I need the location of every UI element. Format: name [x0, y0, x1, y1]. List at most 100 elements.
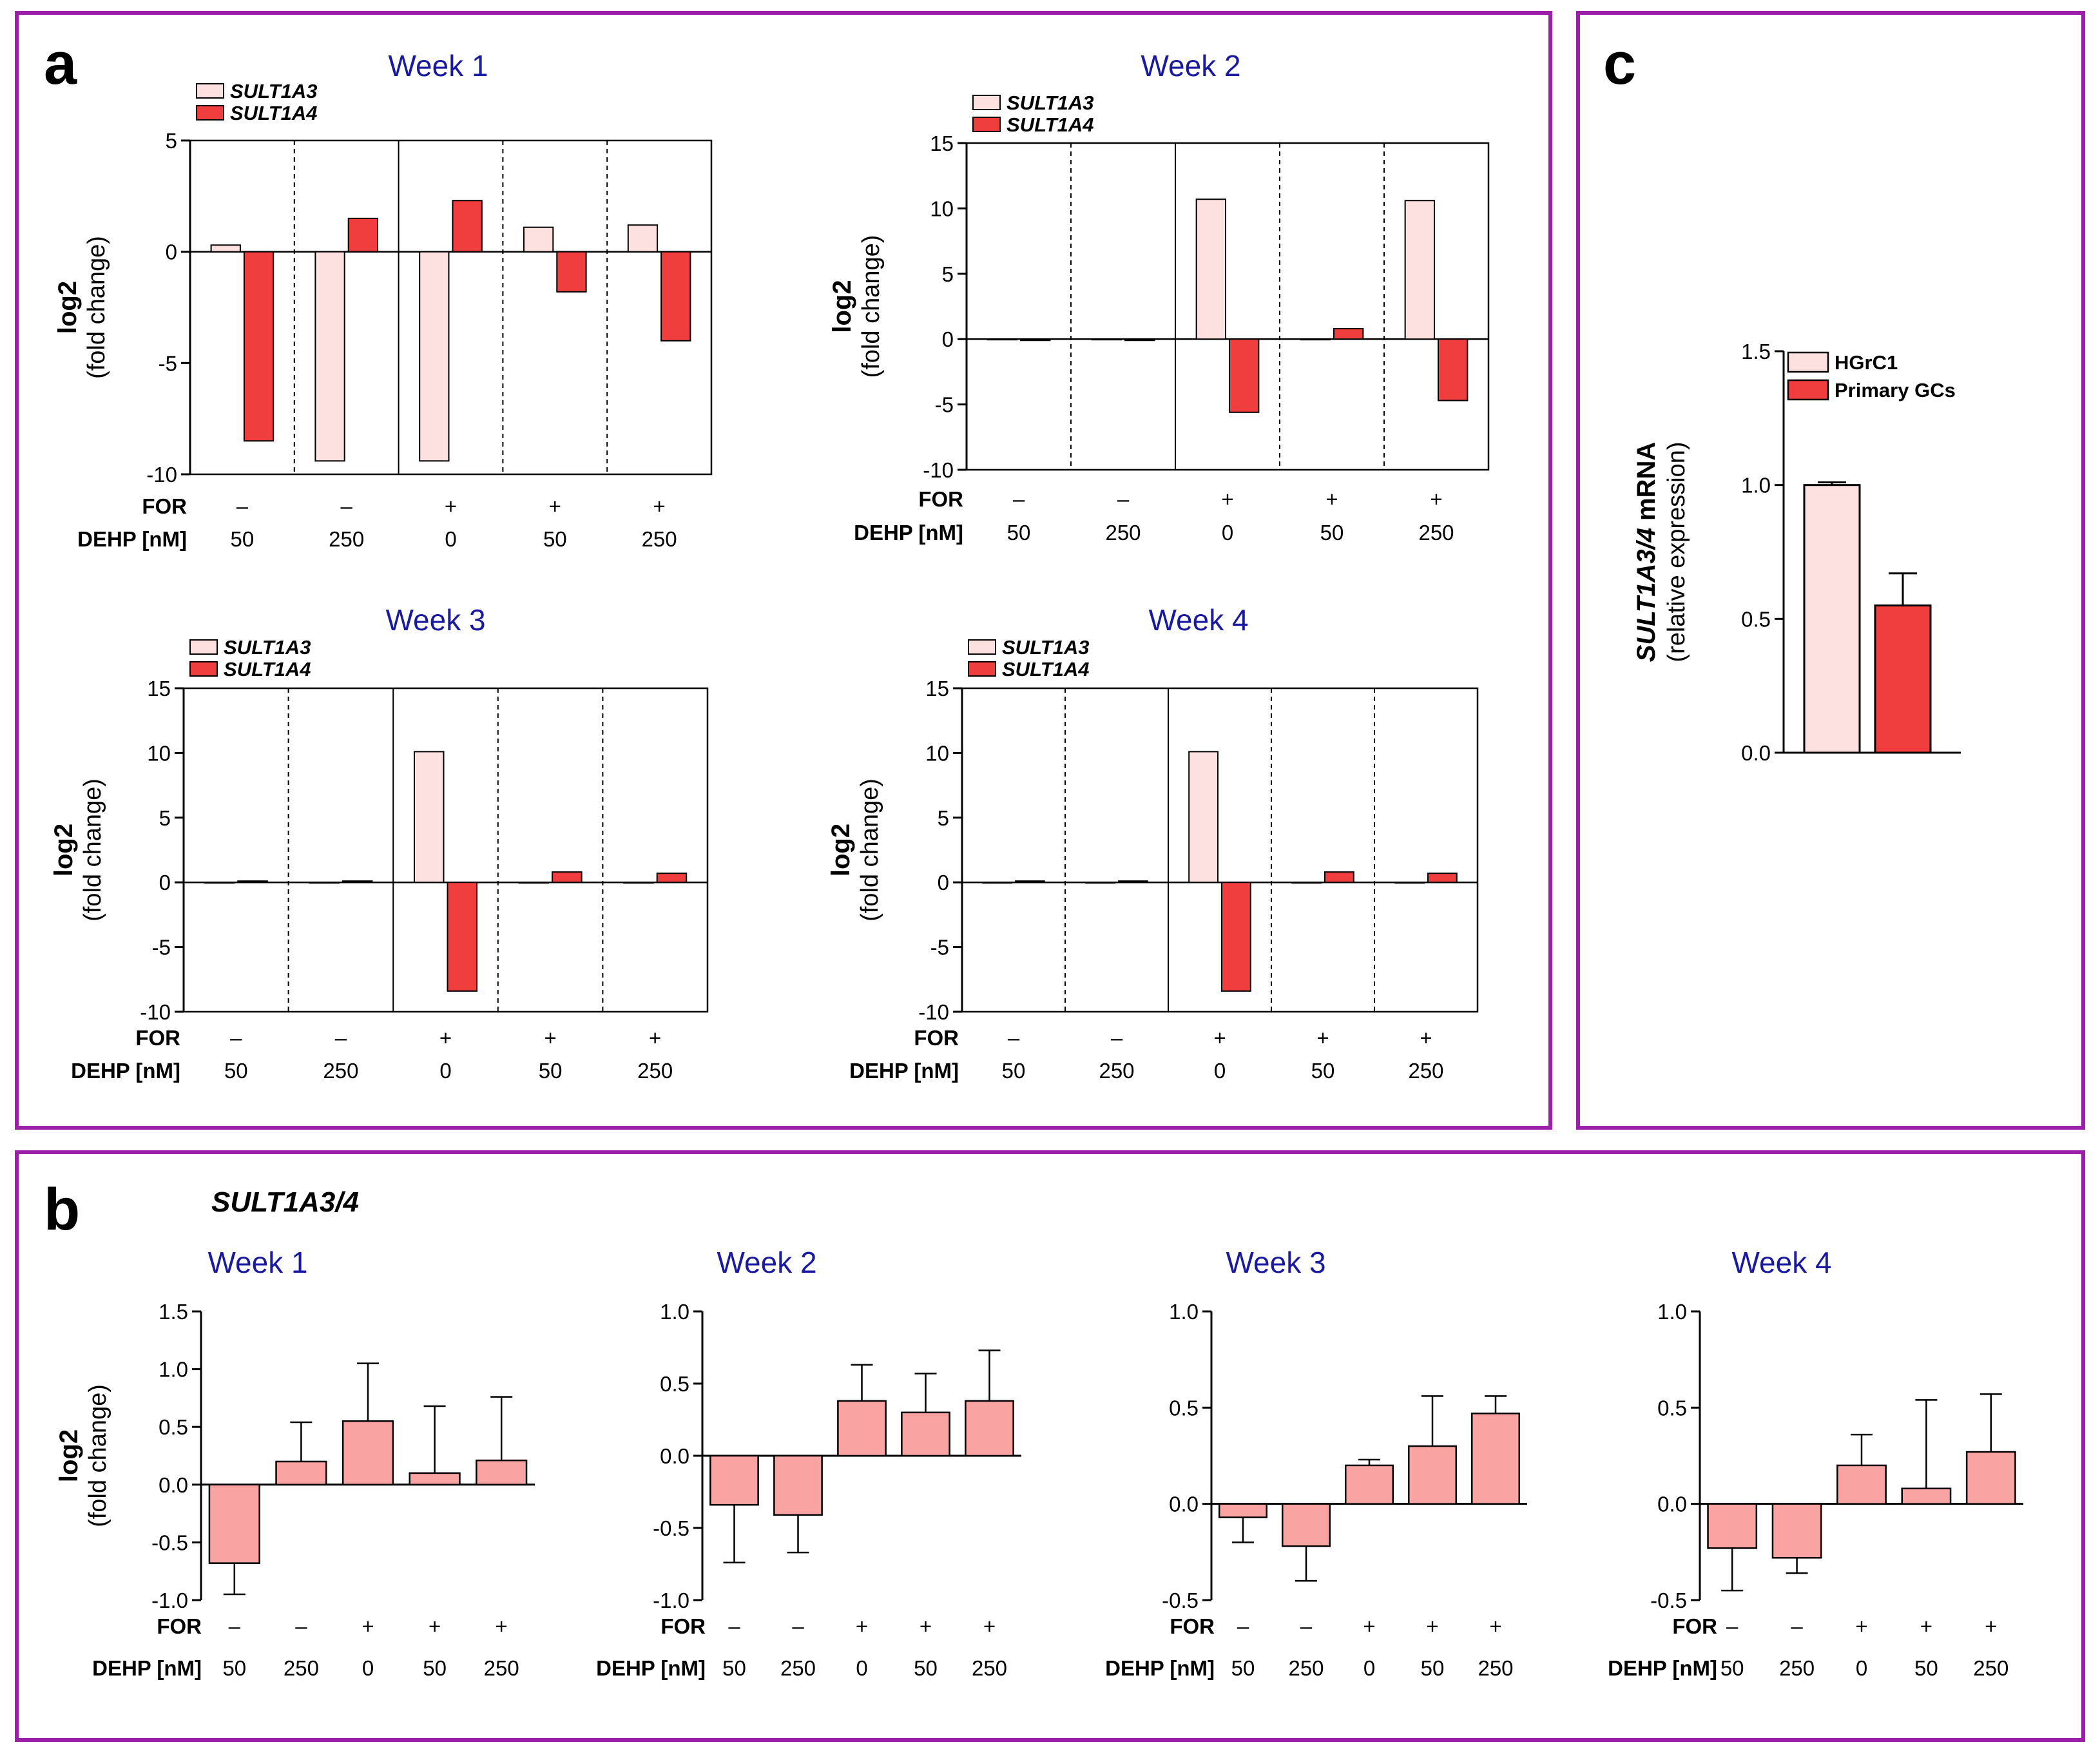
- b-week1-for-value-1: –: [295, 1614, 307, 1638]
- b-week3-for-value-3: +: [1426, 1614, 1438, 1638]
- bar-sult1a3-3: [1300, 338, 1331, 341]
- bar-sult1a4-3: [1324, 871, 1354, 884]
- b-week1-y-tick-label-2: 0.0: [159, 1473, 188, 1497]
- c-ylabel-mrna: mRNA: [1632, 442, 1661, 528]
- a-week3-y-tick-label-2: 0: [159, 871, 171, 894]
- a-week2-dehp-value-1: 250: [1105, 521, 1141, 545]
- a-week2-y-tick-label-2: 0: [942, 327, 954, 351]
- bar-sult1a3-2: [419, 251, 450, 462]
- b-week2-y-tick-label-0: -1.0: [653, 1589, 689, 1612]
- bar-0: [1803, 484, 1861, 754]
- legend-label-primary: Primary GCs: [1835, 379, 1956, 401]
- bar-sult1a3-3: [518, 882, 550, 884]
- bar-sult1a4-1: [342, 880, 373, 884]
- panel-b-letter: b: [44, 1177, 80, 1242]
- a-week4-y-tick-label-4: 10: [925, 741, 949, 765]
- panel-a-frame: [15, 11, 1552, 1130]
- bar-0: [1707, 1503, 1758, 1549]
- a-week4-y-tick-label-0: -10: [918, 1000, 949, 1024]
- legend-swatch-sult1a3: [196, 83, 224, 99]
- a-week3-dehp-value-0: 50: [224, 1059, 248, 1083]
- b-week2-dehp-label: DEHP [nM]: [596, 1656, 706, 1680]
- bar-3: [901, 1411, 950, 1457]
- a-week4-y-tick-label-3: 5: [938, 806, 949, 830]
- b-week4-for-value-3: +: [1920, 1614, 1932, 1638]
- a-week1-for-label: FOR: [142, 494, 187, 518]
- b-week4-for-value-1: –: [1791, 1614, 1803, 1638]
- a-week3-dehp-value-4: 250: [637, 1059, 673, 1083]
- legend-swatch-sult1a4: [196, 105, 224, 121]
- bar-sult1a4-1: [347, 217, 379, 253]
- a-week2-for-value-4: +: [1430, 487, 1442, 511]
- bar-sult1a4-3: [552, 871, 583, 884]
- panel-b-gene-title: SULT1A3/4: [211, 1186, 359, 1218]
- bar-sult1a3-1: [314, 251, 345, 462]
- a-week4-for-label: FOR: [914, 1026, 959, 1050]
- bar-sult1a3-3: [1291, 882, 1322, 884]
- a-week4-dehp-label: DEHP [nM]: [849, 1059, 959, 1083]
- legend-label-sult1a3: SULT1A3: [224, 636, 311, 659]
- plot-frame: [182, 687, 709, 1013]
- b-week4-dehp-value-1: 250: [1779, 1656, 1815, 1680]
- b-week1-y-tick-label-0: -1.0: [151, 1589, 188, 1612]
- b-week1-for-value-4: +: [496, 1614, 508, 1638]
- bar-sult1a3-4: [1394, 882, 1425, 884]
- bar-0: [208, 1483, 260, 1564]
- a-week3-dehp-value-3: 50: [539, 1059, 563, 1083]
- bar-3: [409, 1472, 461, 1486]
- b-week2-for-value-0: –: [728, 1614, 740, 1638]
- b-week1-y-tick-label-4: 1.0: [159, 1358, 188, 1382]
- b-week3-y-tick-label-2: 0.5: [1169, 1396, 1199, 1420]
- bar-sult1a4-4: [1438, 338, 1469, 401]
- legend-label-sult1a3: SULT1A3: [1007, 92, 1094, 114]
- bar-sult1a4-2: [1221, 882, 1251, 992]
- a-week1-dehp-value-0: 50: [231, 527, 255, 551]
- bar-3: [1901, 1487, 1952, 1505]
- chart-title: Week 3: [1226, 1246, 1325, 1279]
- bar-4: [1471, 1413, 1520, 1505]
- bar-sult1a3-0: [204, 882, 235, 884]
- legend-swatch-sult1a4: [972, 117, 1001, 132]
- b-week3-for-label: FOR: [1170, 1614, 1215, 1638]
- a-week1-for-value-0: –: [236, 494, 249, 518]
- legend-label-sult1a4: SULT1A4: [1007, 113, 1094, 136]
- a-week1-dehp-label: DEHP [nM]: [77, 527, 187, 551]
- c-ylabel: (relative expression): [1663, 441, 1690, 662]
- bar-0: [709, 1454, 759, 1506]
- legend-label-hgrc1: HGrC1: [1835, 351, 1898, 374]
- b-week3-dehp-label: DEHP [nM]: [1105, 1656, 1215, 1680]
- legend-swatch-hgrc1: [1787, 351, 1829, 373]
- legend-label-sult1a3: SULT1A3: [230, 80, 318, 102]
- bar-4: [476, 1459, 528, 1486]
- bar-sult1a3-4: [623, 882, 654, 884]
- a-week2-dehp-value-4: 250: [1418, 521, 1454, 545]
- c-y-tick-label-0: 0.0: [1741, 741, 1771, 765]
- bar-sult1a4-3: [556, 251, 587, 293]
- bar-sult1a4-4: [1427, 873, 1458, 884]
- bar-sult1a4-2: [452, 200, 483, 253]
- b-week4-y-tick-label-1: 0.0: [1657, 1492, 1687, 1516]
- b-week1-ylabel-bold: log2: [55, 1429, 83, 1482]
- a-week2-ylabel-bold: log2: [828, 280, 856, 333]
- b-week1-dehp-value-3: 50: [423, 1656, 447, 1680]
- b-week4-y-tick-label-3: 1.0: [1657, 1300, 1687, 1324]
- bar-sult1a4-0: [1015, 880, 1045, 884]
- bar-0: [1219, 1503, 1267, 1518]
- a-week2-y-tick-label-0: -10: [923, 458, 954, 482]
- bar-sult1a3-2: [413, 751, 445, 884]
- a-week1-dehp-value-2: 0: [445, 527, 456, 551]
- b-week3-y-tick-label-3: 1.0: [1169, 1300, 1199, 1324]
- a-week3-ylabel-bold: log2: [50, 824, 78, 876]
- a-week2-ylabel: (fold change): [858, 235, 885, 378]
- a-week2-y-tick-label-4: 10: [930, 197, 954, 220]
- b-week3-y-tick-label-1: 0.0: [1169, 1492, 1199, 1516]
- b-week1-dehp-value-0: 50: [222, 1656, 246, 1680]
- a-week1-for-value-1: –: [341, 494, 353, 518]
- b-week4-y-tick-label-2: 0.5: [1657, 1396, 1687, 1420]
- b-week4-dehp-value-2: 0: [1856, 1656, 1867, 1680]
- a-week1-dehp-value-4: 250: [642, 527, 677, 551]
- a-week4-dehp-value-2: 0: [1214, 1059, 1226, 1083]
- bar-2: [1836, 1464, 1887, 1505]
